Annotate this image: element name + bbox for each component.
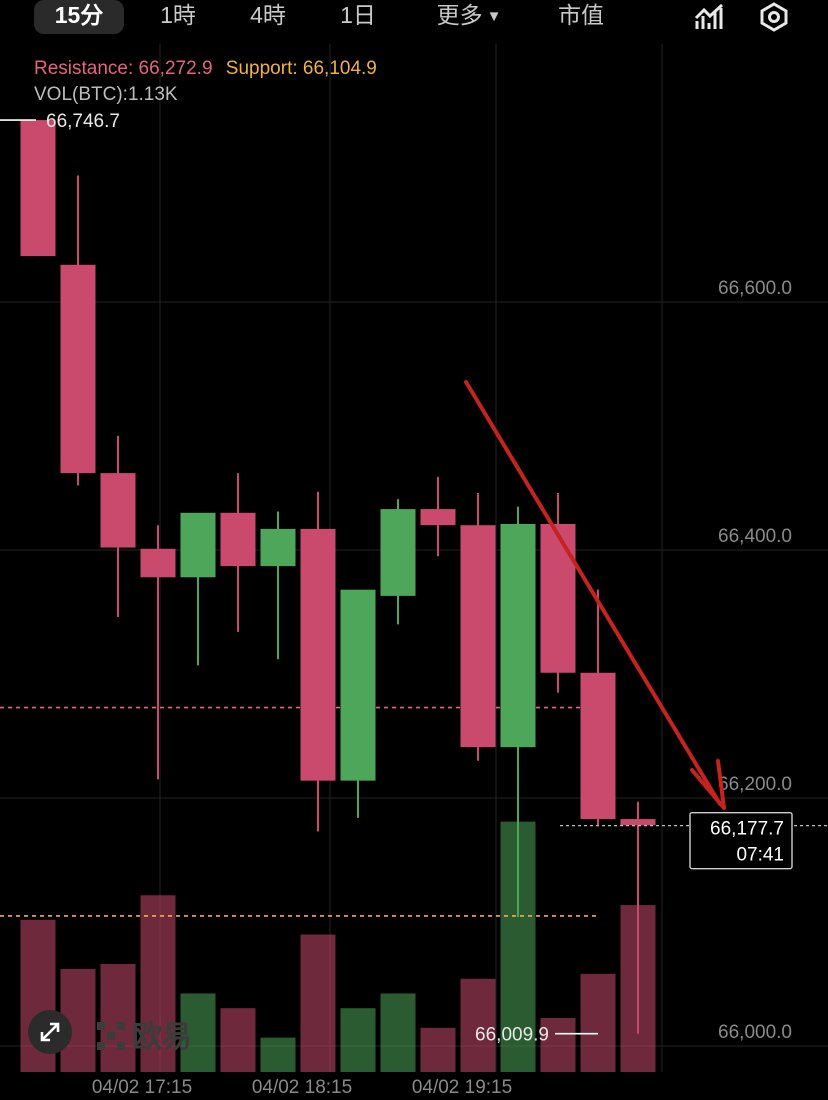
- volume-bar: [220, 1008, 256, 1072]
- volume-bar: [460, 978, 496, 1072]
- candle-body: [220, 512, 256, 567]
- candle-body: [100, 473, 136, 548]
- candle-body: [500, 523, 536, 748]
- volume-bar: [180, 993, 216, 1072]
- support-label: Support: 66,104.9: [225, 58, 377, 79]
- volume-label: VOL(BTC):1.13K: [34, 84, 178, 105]
- tab-4h[interactable]: 4時: [250, 2, 286, 28]
- volume-bar: [540, 1018, 576, 1072]
- candle-body: [340, 589, 376, 781]
- candle-body: [60, 264, 96, 474]
- candle-body: [260, 528, 296, 567]
- tab-1d[interactable]: 1日: [340, 2, 376, 28]
- y-axis-tick-label: 66,400.0: [718, 526, 792, 547]
- y-axis-tick-label: 66,200.0: [718, 774, 792, 795]
- volume-bar: [140, 895, 176, 1072]
- volume-bar: [380, 993, 416, 1072]
- candle-body: [140, 548, 176, 578]
- volume-bar: [420, 1027, 456, 1072]
- resistance-label: Resistance: 66,272.9: [34, 58, 213, 79]
- expand-icon: [40, 1022, 60, 1042]
- volume-bar: [260, 1037, 296, 1072]
- tab-market-cap[interactable]: 市值: [558, 2, 604, 28]
- candle-body: [460, 525, 496, 748]
- candle-body: [180, 512, 216, 578]
- settings-icon[interactable]: [758, 2, 790, 32]
- okx-watermark: 欧易: [96, 1012, 192, 1056]
- okx-logo-icon: [97, 1022, 125, 1050]
- candle-body: [20, 120, 56, 257]
- tab-1h[interactable]: 1時: [160, 2, 196, 28]
- x-axis-time-label: 04/02 19:15: [412, 1077, 512, 1098]
- candle-body: [300, 528, 336, 781]
- y-axis-tick-label: 66,600.0: [718, 278, 792, 299]
- chevron-down-icon: ▼: [486, 7, 502, 25]
- volume-bar: [580, 973, 616, 1072]
- high-price-label: 66,746.7: [46, 111, 120, 132]
- tab-more-dropdown[interactable]: 更多 ▼: [436, 2, 502, 28]
- current-price-box: [689, 811, 793, 870]
- chart-indicator-icon[interactable]: [694, 2, 726, 32]
- candle-body: [380, 509, 416, 596]
- expand-fullscreen-button[interactable]: [28, 1010, 72, 1054]
- volume-bar: [300, 934, 336, 1072]
- tab-15min[interactable]: 15分: [34, 0, 124, 34]
- y-axis-tick-label: 66,000.0: [718, 1022, 792, 1043]
- candle-body: [540, 523, 576, 673]
- current-price-value: 66,177.7: [710, 819, 784, 840]
- candle-body: [580, 672, 616, 820]
- timeframe-toolbar: 15分 1時 4時 1日 更多 ▼ 市值: [0, 0, 828, 44]
- support-resistance-legend: Resistance: 66,272.9 Support: 66,104.9: [34, 58, 377, 80]
- x-axis-time-label: 04/02 17:15: [92, 1077, 192, 1098]
- annotation-arrow-head: [690, 759, 726, 810]
- volume-bar: [100, 964, 136, 1072]
- volume-bar: [340, 1008, 376, 1072]
- low-price-label: 66,009.9: [475, 1025, 549, 1046]
- annotation-arrow-line: [464, 380, 722, 806]
- candle-body: [420, 509, 456, 526]
- candle-body: [620, 819, 656, 826]
- current-price-countdown: 07:41: [736, 845, 784, 866]
- x-axis-time-label: 04/02 18:15: [252, 1077, 352, 1098]
